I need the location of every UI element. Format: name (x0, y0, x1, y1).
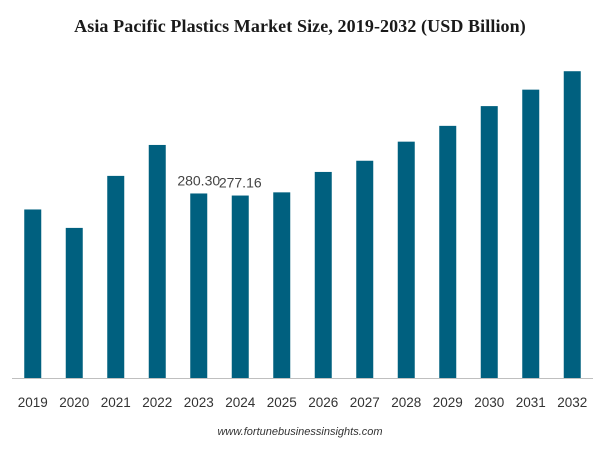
bar-2029 (439, 125, 457, 378)
bar-2020 (65, 227, 83, 378)
bar-2023 (190, 193, 208, 378)
bar-2019 (24, 209, 42, 378)
source-note: www.fortunebusinessinsights.com (217, 426, 383, 438)
x-tick-label-2026: 2026 (308, 395, 338, 410)
x-tick-label-2030: 2030 (474, 395, 504, 410)
x-tick-label-2019: 2019 (18, 395, 48, 410)
x-tick-label-2020: 2020 (59, 395, 89, 410)
bar-2021 (107, 175, 125, 378)
bar-2032 (563, 71, 581, 378)
bar-2025 (273, 192, 291, 378)
x-tick-label-2028: 2028 (391, 395, 421, 410)
x-tick-label-2031: 2031 (516, 395, 546, 410)
bar-2026 (314, 171, 332, 378)
chart-title: Asia Pacific Plastics Market Size, 2019-… (74, 16, 526, 36)
bar-2028 (397, 141, 415, 378)
x-tick-labels: 2019 2020 2021 2022 2023 2024 2025 2026 2027 2028… (18, 395, 588, 410)
data-label-2023: 280.30 (177, 172, 220, 188)
x-tick-label-2024: 2024 (225, 395, 256, 410)
bar-2022 (148, 144, 166, 378)
x-tick-label-2029: 2029 (433, 395, 463, 410)
bar-2027 (356, 160, 374, 378)
x-tick-label-2022: 2022 (142, 395, 172, 410)
bar-2030 (480, 106, 498, 379)
x-tick-label-2023: 2023 (184, 395, 214, 410)
data-label-2024: 277.16 (219, 175, 262, 191)
x-tick-label-2032: 2032 (557, 395, 587, 410)
x-tick-label-2027: 2027 (350, 395, 380, 410)
x-tick-label-2025: 2025 (267, 395, 297, 410)
bar-2024 (231, 195, 249, 378)
bars-group (24, 71, 581, 379)
x-tick-label-2021: 2021 (101, 395, 131, 410)
bar-2031 (522, 89, 540, 379)
